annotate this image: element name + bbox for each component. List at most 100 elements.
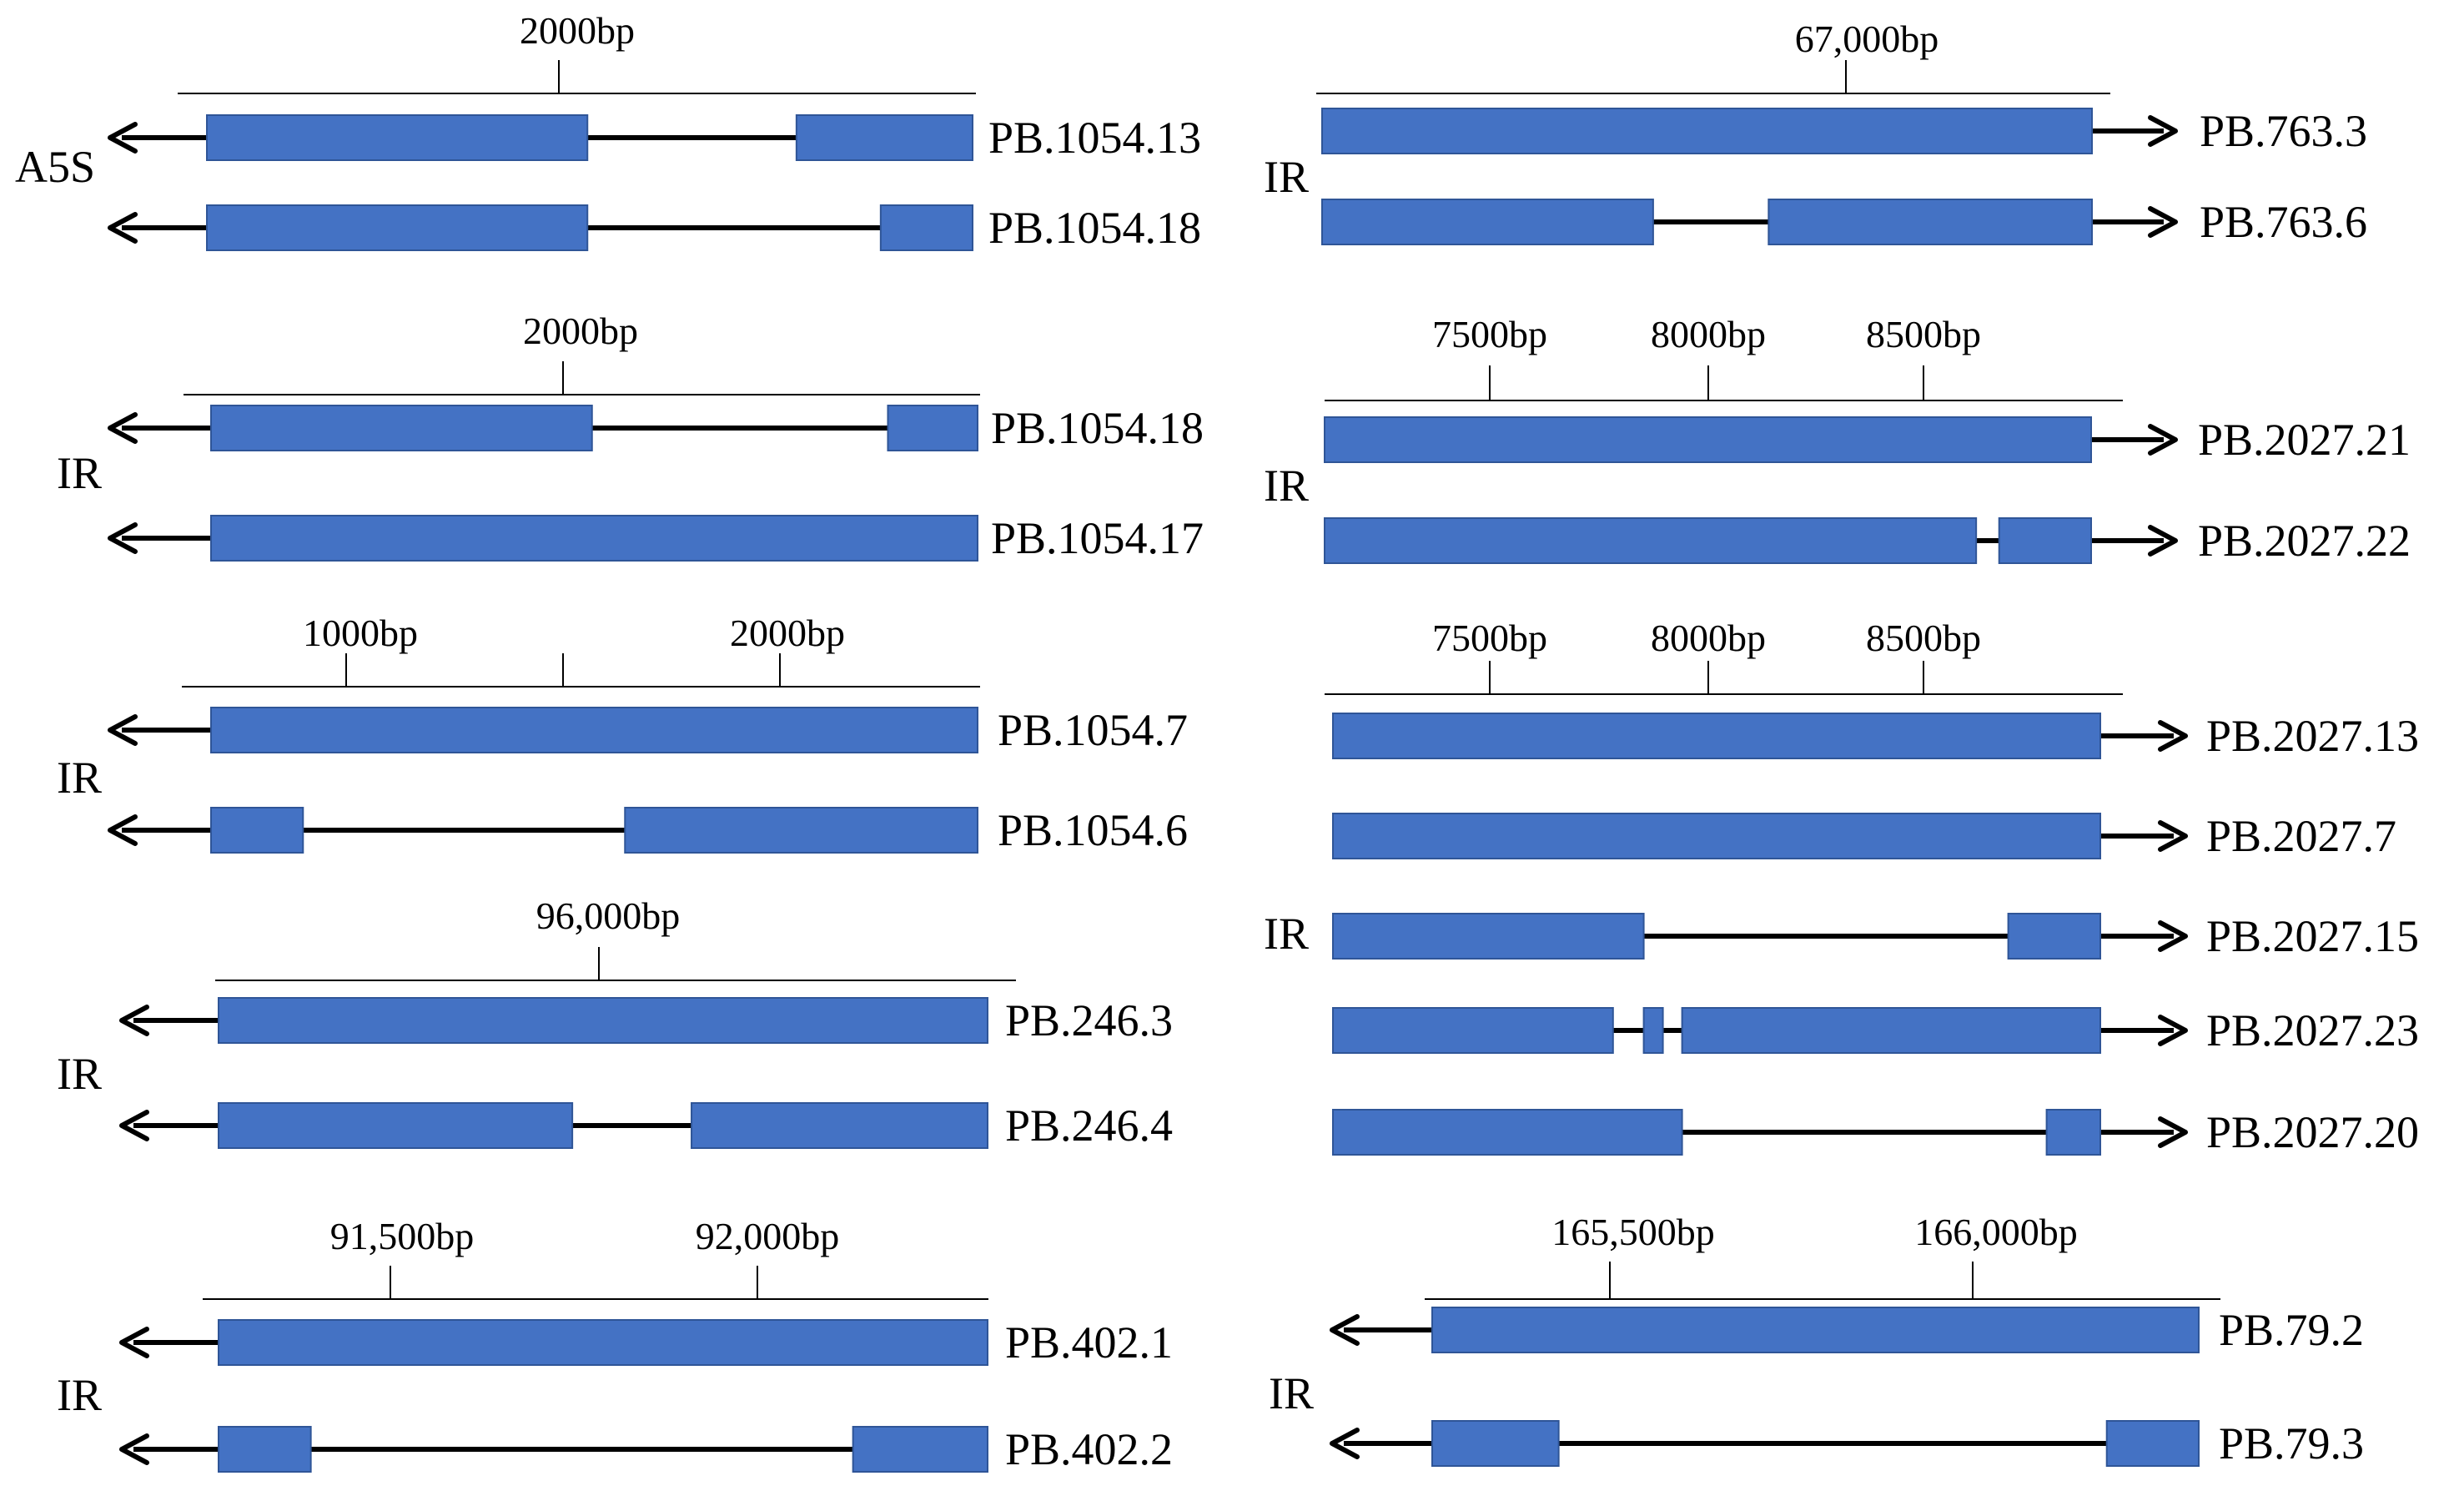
isoform-track: PB.246.4 <box>119 1101 1173 1151</box>
exon-block <box>210 807 304 854</box>
exon-block <box>1681 1007 2101 1054</box>
isoform-label: PB.79.3 <box>2219 1418 2364 1468</box>
isoform-track: PB.1054.13 <box>108 113 1201 163</box>
exon-block <box>1642 1007 1664 1054</box>
panel-p7: 7500bp 8000bp 8500bp IR PB.2027.21 PB.2027.22 <box>1264 313 2411 566</box>
exon-block <box>1321 108 2093 154</box>
ruler-tick-label: 7500bp <box>1432 617 1547 659</box>
ruler-tick-label: 1000bp <box>303 612 418 654</box>
isoform-label: PB.79.2 <box>2219 1305 2364 1355</box>
exon-block <box>206 114 589 161</box>
strand-arrow-head <box>119 1110 149 1141</box>
isoform-label: PB.763.6 <box>2200 197 2367 247</box>
exon-block <box>1324 517 1978 564</box>
ruler-tick-label: 67,000bp <box>1795 18 1939 60</box>
strand-arrow-head <box>108 814 138 846</box>
isoform-label: PB.2027.7 <box>2206 811 2396 861</box>
isoform-track: PB.763.3 <box>1321 106 2367 156</box>
isoform-label: PB.763.3 <box>2200 106 2367 156</box>
strand-arrow-head <box>108 714 138 746</box>
strand-arrow-head <box>2148 424 2178 456</box>
exon-block <box>1431 1307 2200 1353</box>
panel-p9: 165,500bp 166,000bp IR PB.79.2 PB.79.3 <box>1269 1211 2364 1468</box>
strand-arrow-head <box>2148 525 2178 557</box>
isoform-track: PB.79.2 <box>1330 1305 2364 1355</box>
ruler-tick-label: 8500bp <box>1866 617 1981 659</box>
ruler-tick-label: 166,000bp <box>1914 1211 2078 1253</box>
exon-block <box>624 807 978 854</box>
isoform-track: PB.763.6 <box>1321 197 2367 247</box>
exon-block <box>1332 813 2101 859</box>
isoform-label: PB.1054.6 <box>998 805 1188 855</box>
isoform-track: PB.1054.17 <box>108 513 1204 563</box>
isoform-track: PB.1054.18 <box>108 203 1201 253</box>
strand-arrow-head <box>108 122 138 154</box>
panel-p8: 7500bp 8000bp 8500bp IR PB.2027.13 PB.2027.7 P… <box>1264 617 2419 1157</box>
isoform-track: PB.1054.6 <box>108 805 1188 855</box>
strand-arrow-head <box>119 1433 149 1465</box>
isoform-track: PB.1054.7 <box>108 705 1188 755</box>
exon-block <box>1332 1007 1614 1054</box>
ruler-tick-label: 96,000bp <box>536 894 681 937</box>
strand-arrow-head <box>2158 820 2188 852</box>
exon-block <box>206 204 589 251</box>
isoform-label: PB.246.3 <box>1005 995 1173 1045</box>
isoform-track: PB.1054.18 <box>108 403 1204 453</box>
event-label: IR <box>1264 461 1309 511</box>
event-label: IR <box>57 1049 102 1099</box>
isoform-label: PB.1054.17 <box>991 513 1204 563</box>
exon-block <box>795 114 973 161</box>
strand-arrow-head <box>2148 115 2178 147</box>
strand-arrow-head <box>108 212 138 244</box>
event-label: IR <box>57 753 102 803</box>
strand-arrow-head <box>2158 920 2188 952</box>
exon-block <box>879 204 973 251</box>
ruler-tick-label: 91,500bp <box>330 1215 475 1257</box>
ruler-tick-label: 2000bp <box>523 310 638 352</box>
isoform-label: PB.402.2 <box>1005 1424 1173 1474</box>
isoform-track: PB.2027.13 <box>1332 711 2419 761</box>
isoform-track: PB.79.3 <box>1330 1418 2364 1468</box>
panel-p1: 2000bp A5S PB.1054.13 PB.1054.18 <box>15 9 1201 253</box>
panel-p3: 1000bp 2000bp IR PB.1054.7 PB.1054.6 <box>57 612 1188 855</box>
exon-block <box>210 515 978 562</box>
isoform-label: PB.2027.23 <box>2206 1005 2419 1055</box>
exon-block <box>218 1426 312 1473</box>
isoform-label: PB.246.4 <box>1005 1101 1173 1151</box>
isoform-label: PB.2027.20 <box>2206 1107 2419 1157</box>
panel-p5: 91,500bp 92,000bp IR PB.402.1 PB.402.2 <box>57 1215 1173 1474</box>
isoform-track: PB.2027.15 <box>1332 911 2419 961</box>
isoform-label: PB.1054.18 <box>988 203 1201 253</box>
strand-arrow-head <box>1330 1428 1360 1459</box>
event-label: IR <box>1264 909 1309 959</box>
isoform-label: PB.2027.13 <box>2206 711 2419 761</box>
strand-arrow-head <box>2148 206 2178 238</box>
isoform-label: PB.1054.18 <box>991 403 1204 453</box>
isoform-track: PB.2027.20 <box>1332 1107 2419 1157</box>
strand-arrow-head <box>108 412 138 444</box>
exon-block <box>2105 1420 2200 1467</box>
isoform-track: PB.402.2 <box>119 1424 1173 1474</box>
panel-p2: 2000bp IR PB.1054.18 PB.1054.17 <box>57 310 1204 563</box>
strand-arrow-head <box>2158 1015 2188 1046</box>
ruler-tick-label: 7500bp <box>1432 313 1547 355</box>
panel-p6: 67,000bp IR PB.763.3 PB.763.6 <box>1264 18 2367 247</box>
ruler-tick-label: 92,000bp <box>696 1215 840 1257</box>
ruler-tick-label: 2000bp <box>730 612 845 654</box>
isoform-track: PB.2027.23 <box>1332 1005 2419 1055</box>
exon-block <box>218 1319 988 1366</box>
exon-block <box>218 1102 574 1149</box>
exon-block <box>1332 713 2101 759</box>
strand-arrow-head <box>2158 1116 2188 1148</box>
exon-block <box>1998 517 2092 564</box>
isoform-track: PB.2027.22 <box>1324 516 2411 566</box>
event-label: IR <box>1269 1368 1314 1418</box>
exon-block <box>1332 913 1645 960</box>
isoform-label: PB.2027.15 <box>2206 911 2419 961</box>
isoform-track: PB.402.1 <box>119 1317 1173 1368</box>
exon-block <box>210 707 978 753</box>
event-label: IR <box>57 1370 102 1420</box>
exon-block <box>1321 199 1654 245</box>
